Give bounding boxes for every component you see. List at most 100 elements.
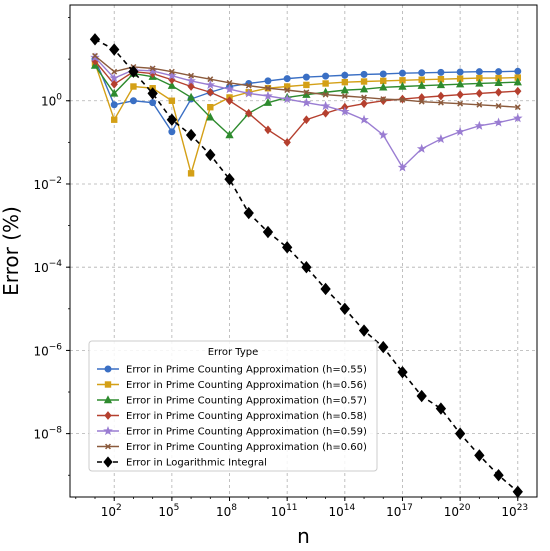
data-point bbox=[341, 71, 349, 79]
data-point bbox=[89, 33, 101, 46]
data-point bbox=[475, 68, 483, 76]
data-point bbox=[340, 106, 350, 116]
data-point bbox=[111, 116, 118, 123]
data-point bbox=[514, 104, 521, 111]
series-2 bbox=[91, 59, 521, 177]
data-point bbox=[436, 80, 446, 89]
legend-item: Error in Prime Counting Approximation (h… bbox=[97, 442, 367, 453]
data-point bbox=[301, 261, 312, 274]
data-point bbox=[168, 128, 176, 136]
data-point bbox=[283, 75, 291, 83]
legend-item: Error in Prime Counting Approximation (h… bbox=[97, 380, 367, 391]
data-point bbox=[245, 108, 253, 118]
data-point bbox=[435, 402, 447, 415]
data-point bbox=[284, 87, 291, 94]
data-point bbox=[416, 389, 427, 403]
data-point bbox=[303, 89, 310, 96]
x-axis: 102 105 108 1011 1014 1017 1020 1023 bbox=[75, 497, 528, 519]
data-point bbox=[493, 117, 504, 127]
legend-box bbox=[88, 340, 378, 472]
x-tick-label: 102 bbox=[101, 503, 122, 519]
data-point bbox=[437, 68, 445, 76]
data-point bbox=[207, 103, 214, 111]
legend-label: Error in Prime Counting Approximation (h… bbox=[126, 411, 367, 422]
data-point bbox=[263, 97, 273, 106]
data-point bbox=[282, 241, 293, 254]
x-tick-label: 1020 bbox=[444, 503, 471, 519]
legend-item: Error in Prime Counting Approximation (h… bbox=[97, 411, 367, 422]
data-point bbox=[513, 77, 522, 86]
data-point bbox=[398, 81, 407, 90]
y-axis-label: Error (%) bbox=[0, 206, 23, 296]
data-point bbox=[168, 68, 175, 75]
data-point bbox=[320, 282, 331, 296]
data-point bbox=[339, 302, 350, 315]
series-layer bbox=[89, 33, 523, 498]
data-point bbox=[205, 79, 216, 90]
data-point bbox=[129, 97, 137, 105]
data-point bbox=[322, 80, 329, 87]
series-line bbox=[94, 38, 519, 493]
data-point bbox=[110, 88, 119, 97]
data-point bbox=[494, 87, 503, 97]
data-point bbox=[206, 87, 214, 97]
data-point bbox=[378, 340, 389, 354]
data-point bbox=[185, 128, 197, 142]
data-point bbox=[187, 82, 195, 91]
data-point bbox=[207, 76, 214, 83]
x-tick-label: 108 bbox=[216, 503, 237, 519]
data-point bbox=[167, 81, 176, 89]
data-point bbox=[245, 82, 252, 89]
data-point bbox=[514, 86, 522, 96]
data-point bbox=[225, 96, 234, 106]
data-point bbox=[359, 84, 369, 93]
data-point bbox=[418, 98, 425, 105]
data-point bbox=[455, 126, 465, 136]
data-point bbox=[456, 90, 464, 100]
data-point bbox=[128, 65, 139, 78]
data-point bbox=[320, 100, 331, 111]
data-point bbox=[147, 65, 158, 76]
data-point bbox=[495, 68, 503, 76]
data-point bbox=[359, 114, 369, 124]
x-tick-label: 1023 bbox=[501, 503, 528, 519]
data-point bbox=[475, 78, 484, 87]
legend-item: Error in Logarithmic Integral bbox=[97, 456, 267, 469]
y-tick-label: 10−4 bbox=[33, 259, 62, 275]
data-point bbox=[282, 93, 292, 104]
legend-item: Error in Prime Counting Approximation (h… bbox=[97, 365, 367, 376]
series-7 bbox=[89, 33, 523, 498]
data-point bbox=[495, 103, 502, 109]
data-point bbox=[147, 87, 158, 100]
x-tick-label: 1014 bbox=[328, 503, 355, 519]
legend-label: Error in Prime Counting Approximation (h… bbox=[126, 427, 367, 438]
data-point bbox=[224, 173, 235, 186]
data-point bbox=[186, 92, 196, 101]
y-axis: 10−8 10−6 10−4 10−2 100 bbox=[33, 17, 70, 476]
data-point bbox=[457, 100, 464, 107]
data-point bbox=[321, 108, 330, 118]
legend-marker bbox=[105, 443, 111, 450]
data-point bbox=[360, 70, 368, 78]
legend-marker bbox=[103, 395, 113, 404]
data-point bbox=[397, 162, 408, 172]
data-point bbox=[110, 101, 118, 109]
data-point bbox=[416, 143, 427, 153]
legend-label: Error in Prime Counting Approximation (h… bbox=[126, 365, 367, 376]
legend-item: Error in Prime Counting Approximation (h… bbox=[97, 425, 367, 438]
series-5 bbox=[90, 52, 523, 172]
data-point bbox=[302, 115, 311, 125]
y-tick-label: 10−2 bbox=[33, 176, 62, 192]
data-point bbox=[322, 72, 330, 80]
data-point bbox=[358, 324, 370, 337]
legend-marker bbox=[104, 381, 112, 388]
legend-item: Error in Prime Counting Approximation (h… bbox=[97, 395, 367, 407]
data-point bbox=[322, 91, 329, 98]
data-point bbox=[454, 427, 466, 440]
data-point bbox=[188, 72, 195, 79]
legend-label: Error in Prime Counting Approximation (h… bbox=[126, 380, 367, 391]
data-point bbox=[398, 69, 406, 77]
data-point bbox=[340, 85, 349, 94]
data-point bbox=[341, 78, 349, 86]
data-point bbox=[493, 469, 504, 482]
